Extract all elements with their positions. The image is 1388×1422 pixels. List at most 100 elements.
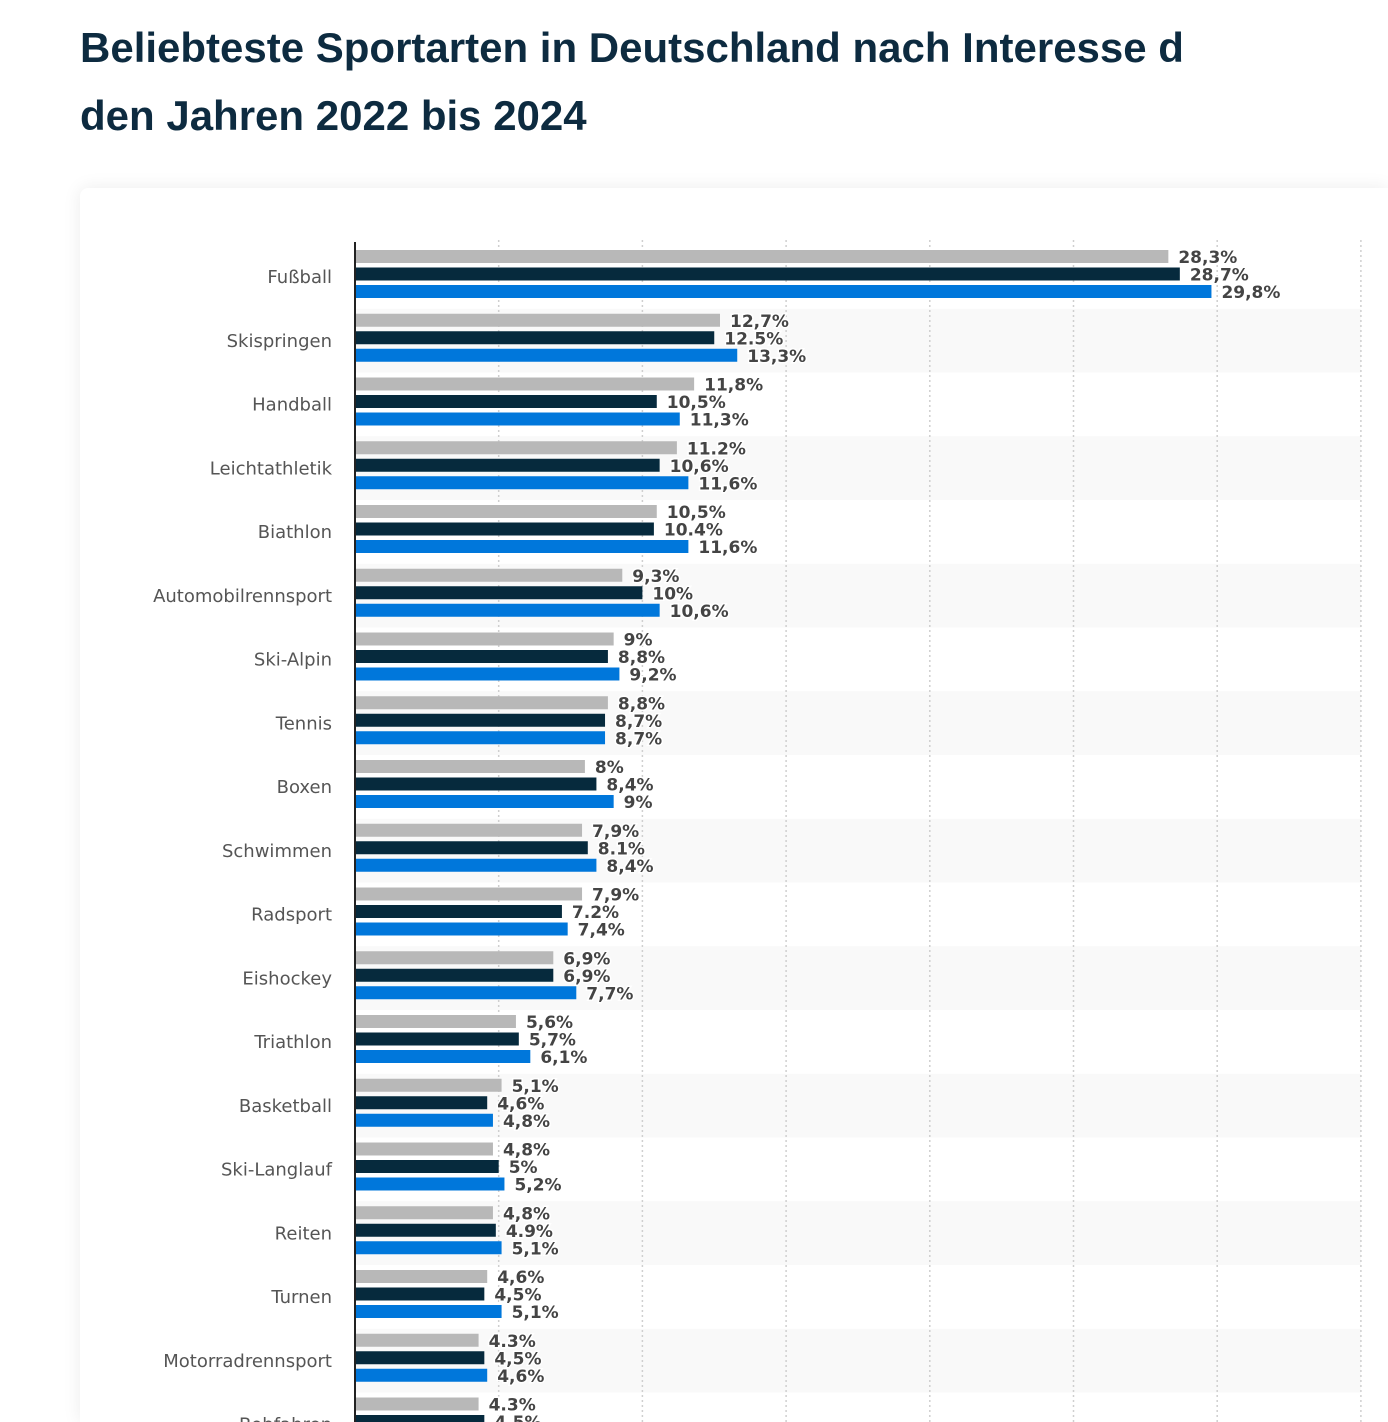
- data-label: 4,8%: [503, 1112, 550, 1132]
- data-label: 5,1%: [512, 1303, 559, 1323]
- data-label: 8,7%: [615, 712, 662, 732]
- bar: [355, 887, 583, 901]
- row-band: [355, 1073, 1361, 1138]
- bar: [355, 841, 588, 855]
- bar: [355, 696, 608, 710]
- data-label: 9,3%: [632, 567, 679, 587]
- data-label: 8,4%: [606, 857, 653, 877]
- bar: [355, 760, 585, 773]
- category-label: Bobfahren: [239, 1415, 332, 1422]
- bar: [355, 250, 1169, 263]
- category-label: Handball: [252, 395, 332, 416]
- data-label: 5,1%: [512, 1077, 559, 1097]
- bar: [355, 505, 657, 518]
- data-label: 8.1%: [598, 839, 645, 859]
- bar: [355, 823, 583, 837]
- bar: [355, 795, 614, 808]
- bar: [355, 377, 695, 391]
- bar: [355, 986, 577, 1000]
- bar: [355, 667, 620, 681]
- bar: [355, 1287, 485, 1301]
- data-label: 8,7%: [615, 729, 662, 749]
- data-label: 5,6%: [526, 1013, 573, 1033]
- bar: [355, 412, 680, 426]
- category-label: Biathlon: [258, 522, 332, 543]
- data-label: 11,6%: [698, 538, 757, 558]
- bar: [355, 1113, 493, 1127]
- data-label: 7,7%: [586, 984, 633, 1004]
- row-band: [355, 1201, 1361, 1265]
- bar: [355, 522, 654, 536]
- category-label: Radsport: [251, 905, 332, 926]
- bar: [355, 540, 689, 553]
- bar: [355, 1415, 485, 1422]
- bar: [355, 331, 715, 345]
- bar: [355, 1160, 499, 1173]
- data-label: 10.4%: [664, 521, 723, 541]
- data-label: 8,8%: [618, 648, 665, 668]
- data-label: 11,6%: [698, 474, 757, 494]
- data-label: 29,8%: [1221, 283, 1280, 303]
- data-label: 8,4%: [606, 776, 653, 796]
- bar: [355, 1241, 502, 1255]
- data-label: 4,8%: [503, 1204, 550, 1224]
- bar: [355, 1177, 505, 1191]
- data-label: 4,8%: [503, 1141, 550, 1161]
- category-label: Reiten: [275, 1223, 332, 1244]
- category-label: Fußball: [267, 267, 332, 288]
- category-label: Basketball: [239, 1096, 332, 1117]
- bar: [355, 313, 720, 327]
- bar: [355, 968, 554, 982]
- bar: [355, 650, 608, 663]
- data-label: 4,6%: [497, 1094, 544, 1114]
- bar: [355, 1050, 531, 1063]
- bar: [355, 568, 623, 582]
- category-label: Turnen: [270, 1287, 332, 1308]
- bar: [355, 395, 657, 408]
- data-label: 4,5%: [494, 1413, 541, 1422]
- category-label: Ski-Alpin: [254, 650, 332, 671]
- bar: [355, 1270, 488, 1283]
- category-label: Motorradrennsport: [163, 1351, 332, 1372]
- data-label: 5%: [509, 1158, 538, 1178]
- bar: [355, 1032, 519, 1046]
- data-label: 8,8%: [618, 694, 665, 714]
- data-label: 6,9%: [563, 967, 610, 987]
- bar: [355, 1206, 493, 1220]
- category-label: Eishockey: [242, 968, 332, 989]
- bar: [355, 1015, 516, 1028]
- category-label: Automobilrennsport: [153, 586, 332, 607]
- data-label: 4.3%: [489, 1332, 536, 1352]
- data-label: 11.2%: [687, 439, 746, 459]
- data-label: 7,9%: [592, 886, 639, 906]
- data-label: 10,6%: [670, 457, 729, 477]
- data-label: 28,7%: [1190, 266, 1249, 286]
- bar: [355, 713, 606, 727]
- data-label: 7,4%: [578, 921, 625, 941]
- category-label: Triathlon: [253, 1032, 332, 1053]
- bar: [355, 603, 660, 617]
- bar: [355, 905, 562, 918]
- data-label: 4.3%: [489, 1396, 536, 1416]
- bar: [355, 632, 614, 646]
- bar: [355, 476, 689, 490]
- data-label: 10,5%: [667, 503, 726, 523]
- data-label: 4,6%: [497, 1268, 544, 1288]
- data-label: 6,9%: [563, 949, 610, 969]
- data-label: 9,2%: [629, 666, 676, 686]
- bar: [355, 858, 597, 872]
- bar: [355, 1078, 502, 1092]
- data-label: 11,3%: [690, 411, 749, 431]
- data-label: 10%: [652, 584, 693, 604]
- bar: [355, 267, 1180, 281]
- bar: [355, 1333, 479, 1347]
- title-line-1: Beliebteste Sportarten in Deutschland na…: [80, 24, 1184, 71]
- row-band: [355, 1328, 1361, 1393]
- bar: [355, 731, 606, 745]
- data-label: 5,1%: [512, 1239, 559, 1259]
- data-label: 4,6%: [497, 1367, 544, 1387]
- data-label: 8%: [595, 758, 624, 778]
- data-label: 7.2%: [572, 903, 619, 923]
- page-title: Beliebteste Sportarten in Deutschland na…: [80, 14, 1380, 150]
- data-label: 9%: [624, 793, 653, 813]
